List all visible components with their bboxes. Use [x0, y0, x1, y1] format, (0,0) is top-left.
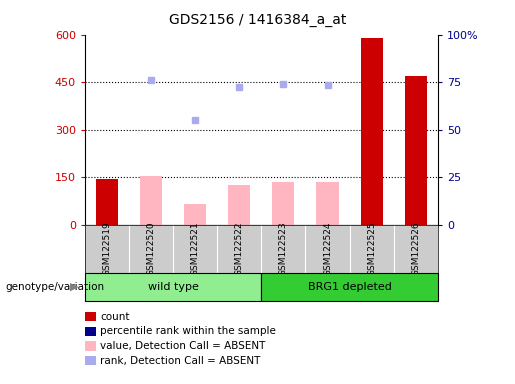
- Bar: [184, 204, 206, 225]
- Bar: [140, 175, 162, 225]
- Text: GSM122525: GSM122525: [367, 221, 376, 276]
- Text: GSM122522: GSM122522: [235, 222, 244, 276]
- Text: GSM122520: GSM122520: [147, 221, 156, 276]
- Text: rank, Detection Call = ABSENT: rank, Detection Call = ABSENT: [100, 356, 261, 366]
- Text: GSM122526: GSM122526: [411, 221, 420, 276]
- Bar: [405, 76, 427, 225]
- Text: GDS2156 / 1416384_a_at: GDS2156 / 1416384_a_at: [169, 13, 346, 27]
- Text: wild type: wild type: [148, 282, 199, 292]
- Bar: [96, 179, 118, 225]
- Bar: [85, 273, 261, 301]
- Bar: [360, 38, 383, 225]
- Text: GSM122519: GSM122519: [102, 221, 112, 276]
- Text: count: count: [100, 312, 130, 322]
- Text: percentile rank within the sample: percentile rank within the sample: [100, 326, 277, 336]
- Bar: [317, 182, 338, 225]
- Text: value, Detection Call = ABSENT: value, Detection Call = ABSENT: [100, 341, 266, 351]
- Text: GSM122523: GSM122523: [279, 221, 288, 276]
- Bar: [261, 273, 438, 301]
- Bar: [272, 182, 295, 225]
- Text: ▶: ▶: [71, 282, 79, 292]
- Text: GSM122524: GSM122524: [323, 222, 332, 276]
- Text: BRG1 depleted: BRG1 depleted: [307, 282, 391, 292]
- Text: genotype/variation: genotype/variation: [5, 282, 104, 292]
- Bar: [228, 185, 250, 225]
- Text: GSM122521: GSM122521: [191, 221, 200, 276]
